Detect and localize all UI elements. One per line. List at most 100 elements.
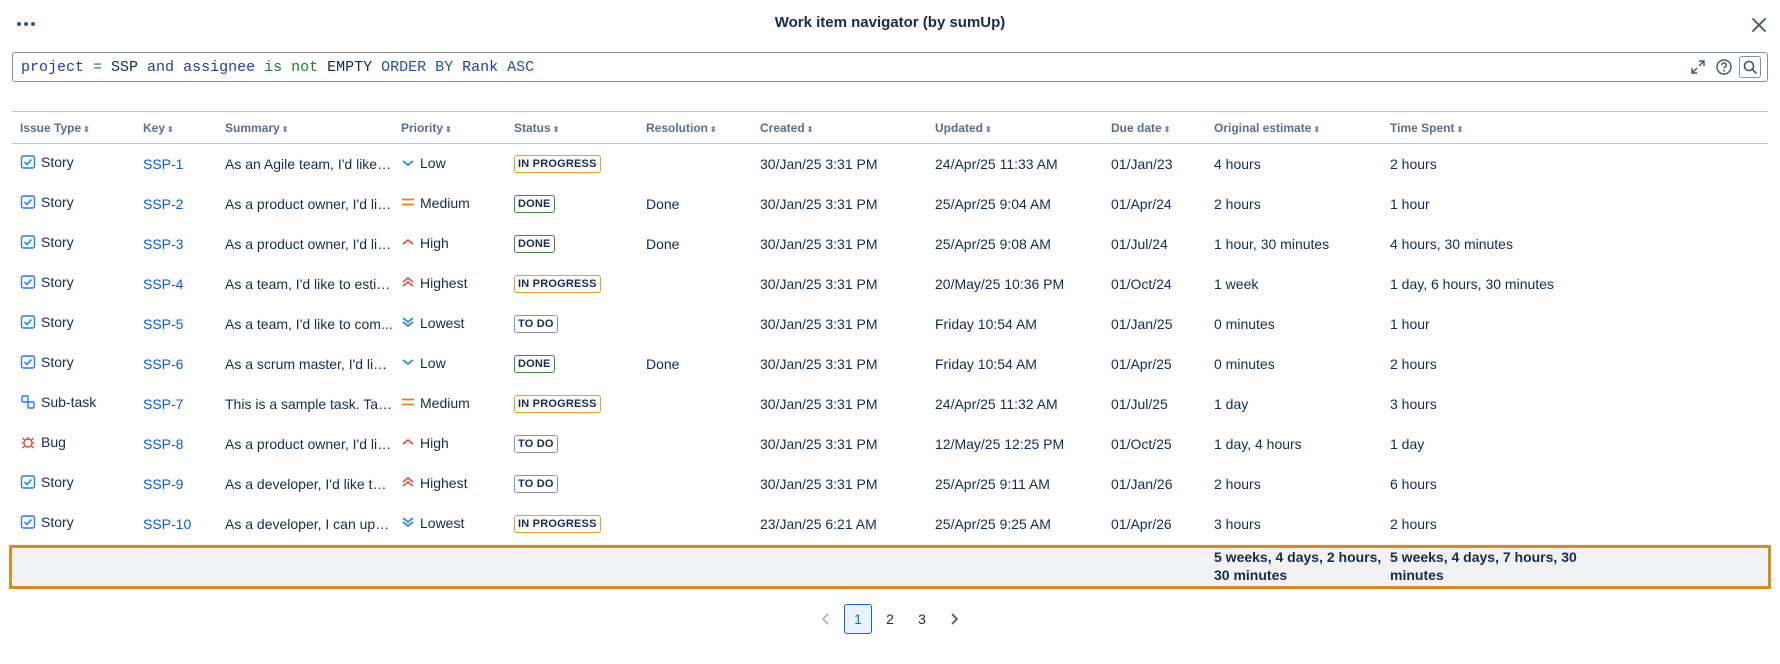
next-page-icon[interactable] — [940, 604, 968, 634]
page-button[interactable]: 3 — [918, 611, 926, 627]
issue-key-link[interactable]: SSP-4 — [143, 275, 184, 292]
sort-icon[interactable]: ⬍ — [281, 124, 289, 134]
issue-key-link[interactable]: SSP-2 — [143, 195, 184, 212]
issue-key-link[interactable]: SSP-5 — [143, 315, 184, 332]
table-row[interactable]: Story SSP-3 As a product owner, I'd lik...… — [12, 224, 1768, 264]
issue-type-cell: Story — [12, 144, 135, 184]
more-options-icon[interactable] — [14, 14, 38, 34]
issue-key-link[interactable]: SSP-6 — [143, 355, 184, 372]
issue-key-link[interactable]: SSP-8 — [143, 435, 184, 452]
table-row[interactable]: Story SSP-5 As a team, I'd like to com... L… — [12, 304, 1768, 344]
sort-icon[interactable]: ⬍ — [1163, 124, 1171, 134]
page-button[interactable]: 1 — [844, 604, 872, 634]
issue-type-cell: Story — [12, 184, 135, 224]
status-cell: TO DO — [506, 464, 638, 504]
issue-type-cell: Bug — [12, 424, 135, 464]
status-badge: IN PROGRESS — [514, 155, 601, 174]
table-row[interactable]: Story SSP-2 As a product owner, I'd lik...… — [12, 184, 1768, 224]
jql-query-input[interactable]: project = SSP and assignee is not EMPTY … — [12, 52, 1768, 82]
sort-icon[interactable]: ⬍ — [83, 124, 90, 134]
sort-icon[interactable]: ⬍ — [806, 124, 814, 134]
story-icon — [20, 354, 36, 373]
sort-icon[interactable]: ⬍ — [710, 124, 717, 134]
column-header[interactable]: Resolution ⬍ — [638, 112, 752, 144]
original-estimate-cell: 0 minutes — [1214, 315, 1275, 332]
column-header[interactable]: Original estimate ⬍ — [1206, 112, 1382, 144]
priority-label: Highest — [420, 474, 468, 491]
column-header[interactable]: Issue Type ⬍ — [12, 112, 135, 144]
priority-cell: High — [393, 424, 506, 464]
column-header-label: Priority — [401, 120, 444, 135]
status-cell: DONE — [506, 344, 638, 384]
sort-icon[interactable]: ⬍ — [167, 124, 174, 134]
column-header[interactable]: Updated ⬍ — [927, 112, 1103, 144]
column-header[interactable]: Time Spent ⬍ — [1382, 112, 1768, 144]
created-cell: 30/Jan/25 3:31 PM — [760, 315, 878, 332]
summary-cell: As a developer, I'd like to ... — [225, 475, 393, 492]
column-header[interactable]: Created ⬍ — [752, 112, 927, 144]
issue-type-cell: Story — [12, 504, 135, 544]
table-row[interactable]: Story SSP-4 As a team, I'd like to estim..… — [12, 264, 1768, 304]
column-header[interactable]: Priority ⬍ — [393, 112, 506, 144]
table-row[interactable]: Bug SSP-8 As a product owner, I'd lik... Hi… — [12, 424, 1768, 464]
priority-high-icon — [401, 435, 415, 452]
summary-cell: As a team, I'd like to com... — [225, 315, 393, 332]
due-date-cell: 01/Oct/24 — [1111, 275, 1172, 292]
help-icon[interactable] — [1713, 56, 1735, 78]
prev-page-icon[interactable] — [812, 604, 840, 634]
issue-key-link[interactable]: SSP-7 — [143, 395, 184, 412]
issue-key-link[interactable]: SSP-9 — [143, 475, 184, 492]
resolution-cell — [638, 384, 752, 424]
table-row[interactable]: Sub-task SSP-7 This is a sample task. Task… — [12, 384, 1768, 424]
sort-icon[interactable]: ⬍ — [445, 124, 452, 134]
empty-total-cell — [638, 544, 752, 588]
status-cell: IN PROGRESS — [506, 264, 638, 304]
issue-key-link[interactable]: SSP-3 — [143, 235, 184, 252]
table-row[interactable]: Story SSP-9 As a developer, I'd like to ..… — [12, 464, 1768, 504]
sort-icon[interactable]: ⬍ — [985, 124, 992, 134]
created-cell: 30/Jan/25 3:31 PM — [760, 475, 878, 492]
status-cell: TO DO — [506, 424, 638, 464]
due-date-cell: 01/Jan/26 — [1111, 475, 1173, 492]
table-row[interactable]: Story SSP-10 As a developer, I can upda...… — [12, 504, 1768, 544]
original-estimate-cell: 1 week — [1214, 275, 1259, 292]
updated-cell: 25/Apr/25 9:08 AM — [935, 235, 1051, 252]
column-header[interactable]: Key ⬍ — [135, 112, 217, 144]
expand-icon[interactable] — [1687, 56, 1709, 78]
priority-label: Medium — [420, 394, 470, 411]
status-cell: IN PROGRESS — [506, 504, 638, 544]
original-estimate-cell: 1 hour, 30 minutes — [1214, 235, 1330, 252]
jql-query-text[interactable]: project = SSP and assignee is not EMPTY … — [21, 59, 534, 76]
search-icon[interactable] — [1739, 56, 1761, 78]
column-header[interactable]: Summary ⬍ — [217, 112, 393, 144]
created-cell: 23/Jan/25 6:21 AM — [760, 515, 877, 532]
issue-key-link[interactable]: SSP-1 — [143, 155, 184, 172]
sort-icon[interactable]: ⬍ — [1456, 124, 1464, 134]
updated-cell: 25/Apr/25 9:04 AM — [935, 195, 1051, 212]
table-row[interactable]: Story SSP-1 As an Agile team, I'd like t..… — [12, 144, 1768, 184]
sort-icon[interactable]: ⬍ — [552, 124, 560, 134]
table-row[interactable]: Story SSP-6 As a scrum master, I'd like ..… — [12, 344, 1768, 384]
updated-cell: 24/Apr/25 11:33 AM — [935, 155, 1058, 172]
summary-cell: As a scrum master, I'd like ... — [225, 355, 393, 372]
sort-icon[interactable]: ⬍ — [1313, 124, 1321, 134]
dialog-title: Work item navigator (by sumUp) — [774, 14, 1006, 31]
due-date-cell: 01/Jan/25 — [1111, 315, 1173, 332]
status-cell: TO DO — [506, 304, 638, 344]
priority-label: Lowest — [420, 314, 465, 331]
page-button[interactable]: 2 — [886, 611, 894, 627]
issue-type-cell: Story — [12, 264, 135, 304]
column-header[interactable]: Status ⬍ — [506, 112, 638, 144]
priority-cell: Medium — [393, 384, 506, 424]
issue-type-label: Bug — [41, 434, 66, 451]
created-cell: 30/Jan/25 3:31 PM — [760, 355, 878, 372]
empty-total-cell — [217, 544, 393, 588]
created-cell: 30/Jan/25 3:31 PM — [760, 395, 878, 412]
issue-key-link[interactable]: SSP-10 — [143, 515, 192, 532]
story-icon — [20, 234, 36, 253]
issue-type-cell: Story — [12, 304, 135, 344]
column-header[interactable]: Due date ⬍ — [1103, 112, 1206, 144]
due-date-cell: 01/Apr/24 — [1111, 195, 1172, 212]
close-icon[interactable] — [1748, 14, 1770, 36]
key-cell: SSP-6 — [135, 344, 217, 384]
